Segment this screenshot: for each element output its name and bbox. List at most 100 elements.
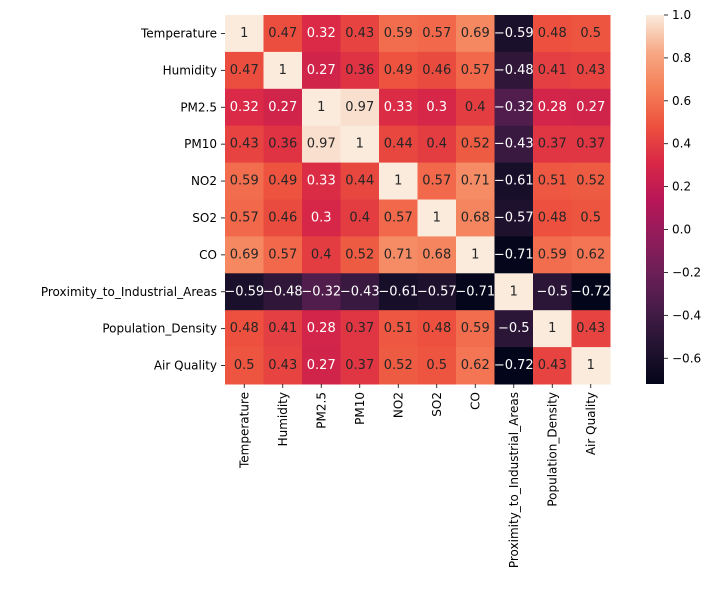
cell-value-label: 0.62 [576,247,605,262]
heatmap-cell [225,51,264,90]
y-tick-label-so2: SO2 [192,211,217,225]
y-tick-label-humidity: Humidity [163,63,217,77]
cell-value-label: 0.57 [422,26,451,41]
x-tick-label-population-density: Population_Density [545,392,559,507]
heatmap-cell [456,236,495,274]
heatmap-cell [302,125,341,164]
x-axis: Temperature Humidity PM2.5 PM10 NO2 SO2 CO Prox… [237,384,598,568]
cell-value-label: 0.57 [461,63,490,78]
colorbar-tick-label: 0.8 [672,51,691,65]
heatmap-cell [302,162,341,200]
heatmap-cell [494,88,534,127]
heatmap-cell [263,310,303,348]
heatmap-cell [263,88,303,127]
y-tick-label-temperature: Temperature [140,26,217,40]
colorbar-tick-label: 0.0 [672,223,691,237]
cell-value-label: 0.4 [311,247,332,262]
cell-value-label: 0.33 [307,174,336,189]
cell-value-label: −0.57 [494,210,534,225]
cell-value-label: 0.5 [580,210,601,225]
cell-value-label: 0.27 [307,358,336,373]
heatmap-cell [533,51,572,90]
heatmap-cell [494,273,534,311]
heatmap-cell [302,199,341,237]
heatmap-cell [571,162,611,200]
cell-value-label: −0.59 [224,284,264,299]
cell-value-label: 1 [240,26,248,41]
cell-value-label: 0.44 [345,174,374,189]
heatmap-cell [571,236,611,274]
cell-value-label: −0.43 [494,137,534,152]
cell-value-label: 0.51 [384,321,413,336]
heatmap-cell [263,51,303,90]
x-tick-label-co: CO [468,392,482,410]
cell-value-label: 0.49 [268,174,297,189]
cell-value-label: 0.4 [426,137,447,152]
heatmap-cell [225,310,264,348]
heatmap-cell [340,125,380,164]
heatmap-cell [456,125,495,164]
heatmap-cell [533,236,572,274]
colorbar-tick-label: −0.6 [672,351,701,365]
heatmap-cell [456,273,495,311]
cell-value-label: 0.48 [230,321,259,336]
cell-value-label: 0.57 [230,210,259,225]
heatmap-cell [417,51,457,90]
cell-value-label: −0.48 [263,284,303,299]
cell-value-label: 0.5 [426,358,447,373]
heatmap-cell [571,199,611,237]
cell-value-label: 0.43 [538,358,567,373]
cell-value-label: 0.68 [461,210,490,225]
cell-value-label: 0.36 [268,137,297,152]
y-tick-label-pm10: PM10 [184,137,217,151]
cell-value-label: 0.59 [230,174,259,189]
cell-value-label: 0.44 [384,137,413,152]
cell-value-label: −0.72 [571,284,611,299]
heatmap-cell [456,310,495,348]
heatmap-cell [417,310,457,348]
heatmap-cell [263,162,303,200]
colorbar-tick-label: 0.4 [672,137,691,151]
heatmap-cell [263,199,303,237]
cell-value-label: 0.41 [268,321,297,336]
cell-value-label: 0.43 [576,321,605,336]
cell-value-label: 0.57 [422,174,451,189]
cell-value-label: 0.59 [384,26,413,41]
cell-value-label: 0.97 [307,137,336,152]
heatmap-cell [494,162,534,200]
cell-value-label: −0.5 [498,321,530,336]
cell-value-label: 0.47 [230,63,259,78]
cell-value-label: 0.57 [384,210,413,225]
cell-value-label: 0.49 [384,63,413,78]
x-tick-label-humidity: Humidity [276,392,290,446]
heatmap-cell [533,310,572,348]
heatmap-cell [225,236,264,274]
cell-value-label: 0.59 [538,247,567,262]
cell-value-label: −0.57 [417,284,457,299]
cell-value-label: 0.27 [576,100,605,115]
cell-value-label: 0.32 [307,26,336,41]
heatmap-cell [379,162,418,200]
heatmap-cell [417,347,457,385]
colorbar-gradient [646,15,664,384]
heatmap-cell [571,51,611,90]
colorbar [646,15,664,384]
cell-value-label: 0.43 [230,137,259,152]
cell-value-label: 0.28 [307,321,336,336]
cell-value-label: 0.52 [345,247,374,262]
heatmap-cell [340,273,380,311]
cell-value-label: 1 [356,137,364,152]
heatmap-cell [379,15,418,53]
heatmap-cell [340,310,380,348]
cell-value-label: 0.3 [311,210,332,225]
cell-value-label: −0.72 [494,358,534,373]
heatmap-cell [494,199,534,237]
heatmap-cells [225,15,611,385]
heatmap-cell [533,273,572,311]
cell-value-label: 0.4 [349,210,370,225]
cell-value-label: 0.52 [576,174,605,189]
heatmap-cell [263,236,303,274]
y-tick-label-air-quality: Air Quality [154,359,217,373]
heatmap-cell [225,88,264,127]
cell-value-label: −0.32 [494,100,534,115]
